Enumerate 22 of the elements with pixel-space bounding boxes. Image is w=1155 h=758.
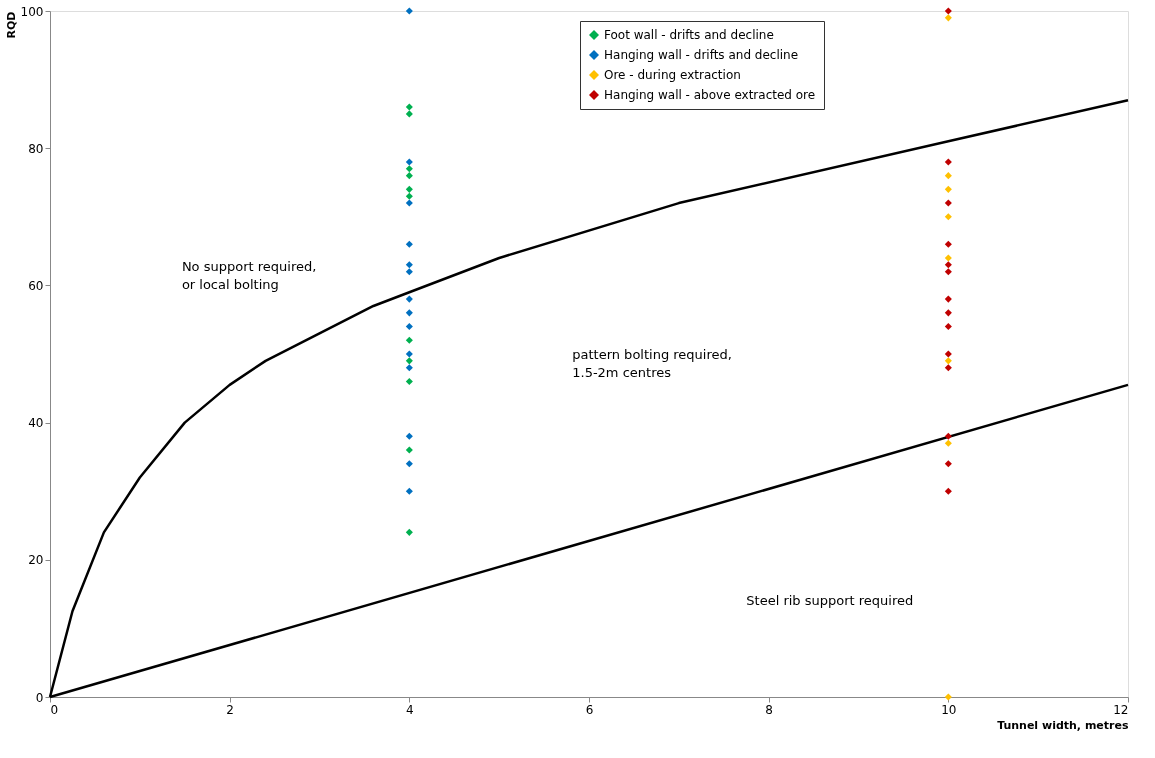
x-axis-title: Tunnel width, metres (997, 718, 1129, 732)
x-tick-label: 12 (1113, 702, 1129, 717)
annotation: No support required, or local bolting (181, 258, 317, 292)
y-tick-label: 80 (28, 141, 44, 156)
y-axis-title: RQD (4, 11, 18, 39)
legend-label: Foot wall - drifts and decline (604, 28, 774, 42)
annotation: pattern bolting required, 1.5-2m centres (572, 346, 732, 380)
y-tick-label: 0 (35, 690, 44, 705)
y-tick-label: 100 (20, 4, 44, 19)
legend-label: Ore - during extraction (604, 68, 741, 82)
y-tick-label: 40 (28, 416, 44, 431)
x-tick-label: 4 (406, 702, 414, 717)
annotation: Steel rib support required (746, 592, 914, 608)
legend-label: Hanging wall - above extracted ore (604, 88, 816, 102)
y-tick-label: 60 (28, 278, 44, 293)
x-tick-label: 10 (941, 702, 957, 717)
x-tick-label: 0 (50, 702, 59, 717)
x-tick-label: 8 (765, 702, 773, 717)
legend-label: Hanging wall - drifts and decline (604, 48, 799, 62)
y-tick-label: 20 (28, 553, 44, 568)
x-tick-label: 6 (585, 702, 594, 717)
x-tick-label: 2 (226, 702, 234, 717)
